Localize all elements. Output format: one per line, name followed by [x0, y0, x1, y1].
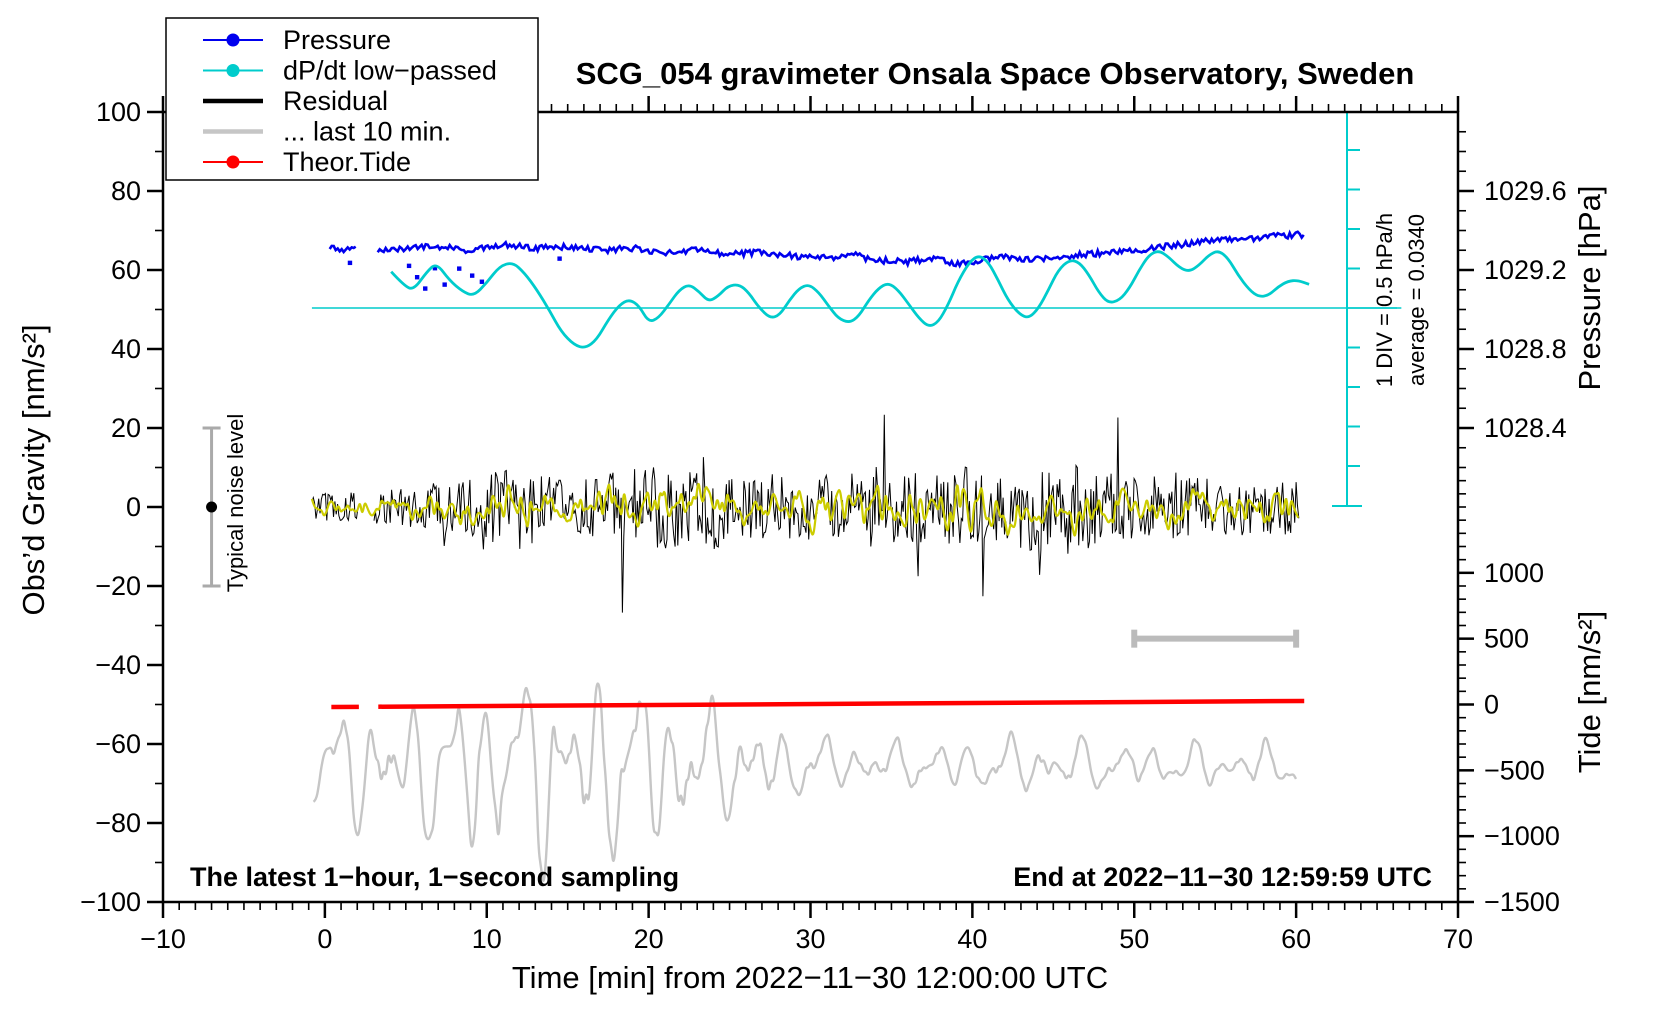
legend-item: ... last 10 min. [203, 117, 451, 147]
gravity-tick-label: 0 [126, 492, 141, 522]
noise-errorbar-dot [206, 501, 218, 513]
chart-title: SCG_054 gravimeter Onsala Space Observat… [576, 56, 1415, 91]
legend-item-label: dP/dt low−passed [283, 56, 497, 86]
theor-tide-path [378, 698, 1305, 709]
legend-item-label: ... last 10 min. [283, 117, 451, 147]
axis-tick-labels: −10 0 10 20 30 40 50 60 70−100−80−60−40−20020406… [80, 97, 1566, 954]
pressure-path [328, 229, 1305, 269]
gravity-tick-label: −20 [95, 571, 141, 601]
x-tick-label: 50 [1119, 924, 1149, 954]
legend-item: Residual [203, 86, 388, 116]
legend-item: dP/dt low−passed [203, 56, 497, 86]
gravity-tick-label: 40 [111, 334, 141, 364]
x-tick-label: 70 [1443, 924, 1473, 954]
pressure-outlier-point [457, 266, 462, 271]
gravity-tick-label: 100 [96, 97, 141, 127]
noise-level-note: Typical noise level [223, 414, 248, 593]
x-axis-title: Time [min] from 2022−11−30 12:00:00 UTC [512, 960, 1108, 995]
pressure-outlier-point [557, 256, 562, 261]
pressure-outlier-point [479, 279, 485, 284]
tide-tick-label: 500 [1484, 624, 1529, 654]
legend-item-label: Theor.Tide [283, 147, 411, 177]
theor-tide-series [331, 698, 1305, 710]
x-tick-label: 60 [1281, 924, 1311, 954]
last10min-trace [312, 682, 1298, 882]
pressure-outlier-point [406, 263, 412, 269]
tide-tick-label: −1000 [1484, 821, 1560, 851]
dpdt-series [311, 250, 1402, 349]
tide-tick-label: −500 [1484, 755, 1545, 785]
dpdt-path [390, 250, 1310, 349]
pressure-axis-title: Pressure [hPa] [1572, 185, 1607, 390]
tide-tick-label: 1000 [1484, 558, 1544, 588]
pressure-tick-label: 1028.4 [1484, 413, 1567, 443]
x-tick-label: 10 [472, 924, 502, 954]
pressure-tick-label: 1029.6 [1484, 176, 1567, 206]
pressure-outlier-point [414, 275, 420, 280]
pressure-tick-label: 1029.2 [1484, 255, 1567, 285]
tide-axis-title: Tide [nm/s²] [1572, 611, 1607, 774]
pressure-outlier-point [423, 286, 428, 291]
legend-item-label: Pressure [283, 25, 391, 55]
last10min-path [312, 682, 1298, 882]
pressure-outlier-point [347, 260, 353, 266]
gravity-tick-label: −40 [95, 650, 141, 680]
last10min-range-bar [1131, 629, 1300, 648]
x-tick-label: −10 [140, 924, 186, 954]
legend-marker-dot [226, 33, 240, 47]
plot-frame [161, 110, 1460, 904]
x-tick-label: 0 [317, 924, 332, 954]
gravity-tick-label: 60 [111, 255, 141, 285]
div-scale-note: 1 DIV = 0.5 hPa/h [1372, 213, 1397, 387]
legend-item-label: Residual [283, 86, 388, 116]
x-tick-label: 40 [957, 924, 987, 954]
gravity-tick-label: −60 [95, 729, 141, 759]
typical-noise-errorbar [202, 426, 221, 588]
gravity-tick-label: −80 [95, 808, 141, 838]
average-note: average = 0.0340 [1404, 214, 1429, 386]
end-time-note: End at 2022−11−30 12:59:59 UTC [1013, 862, 1432, 892]
gravity-tick-label: 20 [111, 413, 141, 443]
pressure-tick-label: 1028.8 [1484, 334, 1567, 364]
gravity-tick-label: −100 [80, 887, 141, 917]
legend-item: Theor.Tide [203, 147, 411, 177]
pressure-series [328, 229, 1305, 291]
pressure-outlier-point [442, 282, 447, 287]
x-tick-label: 20 [634, 924, 664, 954]
sampling-note: The latest 1−hour, 1−second sampling [190, 862, 679, 892]
tide-tick-label: 0 [1484, 690, 1499, 720]
axis-ticks [147, 96, 1474, 918]
legend-marker-dot [226, 155, 240, 169]
residual-smooth-series [310, 482, 1300, 537]
dpdt-scale-ruler [1332, 112, 1397, 507]
pressure-outlier-point [469, 273, 475, 278]
residual-smooth-path [310, 482, 1300, 537]
gravity-tick-label: 80 [111, 176, 141, 206]
y-left-axis-title: Obs’d Gravity [nm/s²] [16, 324, 51, 615]
legend-item: Pressure [203, 25, 391, 55]
x-tick-label: 30 [795, 924, 825, 954]
tide-tick-label: −1500 [1484, 887, 1560, 917]
pressure-outlier-point [432, 266, 438, 271]
legend-marker-dot [226, 64, 240, 77]
